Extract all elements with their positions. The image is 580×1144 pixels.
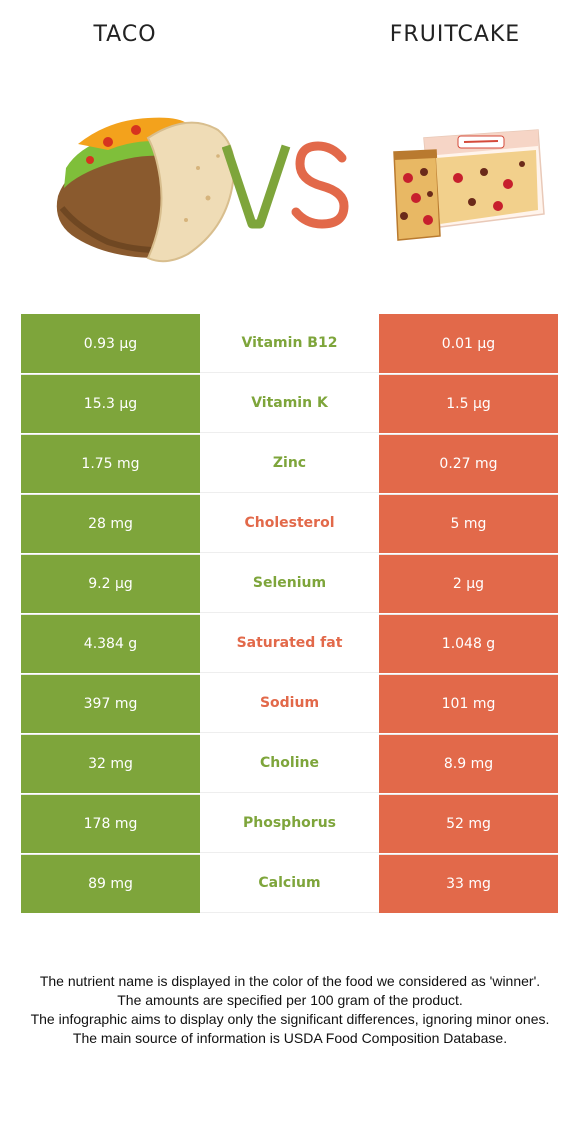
nutrient-name: Zinc [200,434,379,493]
table-row: 9.2 µg Selenium 2 µg [21,554,558,614]
nutrient-name: Calcium [200,854,379,913]
nutrient-name: Saturated fat [200,614,379,673]
nutrient-name: Phosphorus [200,794,379,853]
left-food-value: 9.2 µg [21,554,200,613]
fruitcake-icon [393,129,545,241]
table-row: 32 mg Choline 8.9 mg [21,734,558,794]
taco-icon [56,117,236,263]
left-food-value: 0.93 µg [21,314,200,373]
table-row: 4.384 g Saturated fat 1.048 g [21,614,558,674]
nutrient-name: Cholesterol [200,494,379,553]
table-row: 28 mg Cholesterol 5 mg [21,494,558,554]
table-row: 1.75 mg Zinc 0.27 mg [21,434,558,494]
nutrient-name: Selenium [200,554,379,613]
left-food-value: 28 mg [21,494,200,553]
table-row: 397 mg Sodium 101 mg [21,674,558,734]
footnote-line: The nutrient name is displayed in the co… [39,973,541,989]
nutrient-name: Choline [200,734,379,793]
right-food-value: 0.27 mg [379,434,558,493]
right-food-value: 5 mg [379,494,558,553]
left-food-value: 178 mg [21,794,200,853]
table-row: 178 mg Phosphorus 52 mg [21,794,558,854]
right-food-value: 2 µg [379,554,558,613]
left-food-value: 89 mg [21,854,200,913]
left-food-value: 397 mg [21,674,200,733]
nutrient-name: Sodium [200,674,379,733]
left-food-title: TACO [93,22,157,47]
right-food-value: 33 mg [379,854,558,913]
nutrient-name: Vitamin B12 [200,314,379,373]
footnote: The nutrient name is displayed in the co… [15,972,565,1048]
table-row: 89 mg Calcium 33 mg [21,854,558,914]
right-food-title: FRUITCAKE [389,22,521,47]
vs-icon [222,141,349,229]
table-row: 15.3 µg Vitamin K 1.5 µg [21,374,558,434]
right-food-value: 0.01 µg [379,314,558,373]
nutrient-name: Vitamin K [200,374,379,433]
left-food-value: 15.3 µg [21,374,200,433]
footnote-line: The main source of information is USDA F… [72,1030,508,1046]
left-food-value: 4.384 g [21,614,200,673]
right-food-value: 1.048 g [379,614,558,673]
right-food-value: 1.5 µg [379,374,558,433]
left-food-value: 32 mg [21,734,200,793]
nutrient-comparison-table: 0.93 µg Vitamin B12 0.01 µg 15.3 µg Vitamin … [21,314,558,914]
left-food-value: 1.75 mg [21,434,200,493]
footnote-line: The amounts are specified per 100 gram o… [117,992,463,1008]
right-food-value: 52 mg [379,794,558,853]
right-food-value: 101 mg [379,674,558,733]
footnote-line: The infographic aims to display only the… [30,1011,550,1027]
table-row: 0.93 µg Vitamin B12 0.01 µg [21,314,558,374]
right-food-value: 8.9 mg [379,734,558,793]
